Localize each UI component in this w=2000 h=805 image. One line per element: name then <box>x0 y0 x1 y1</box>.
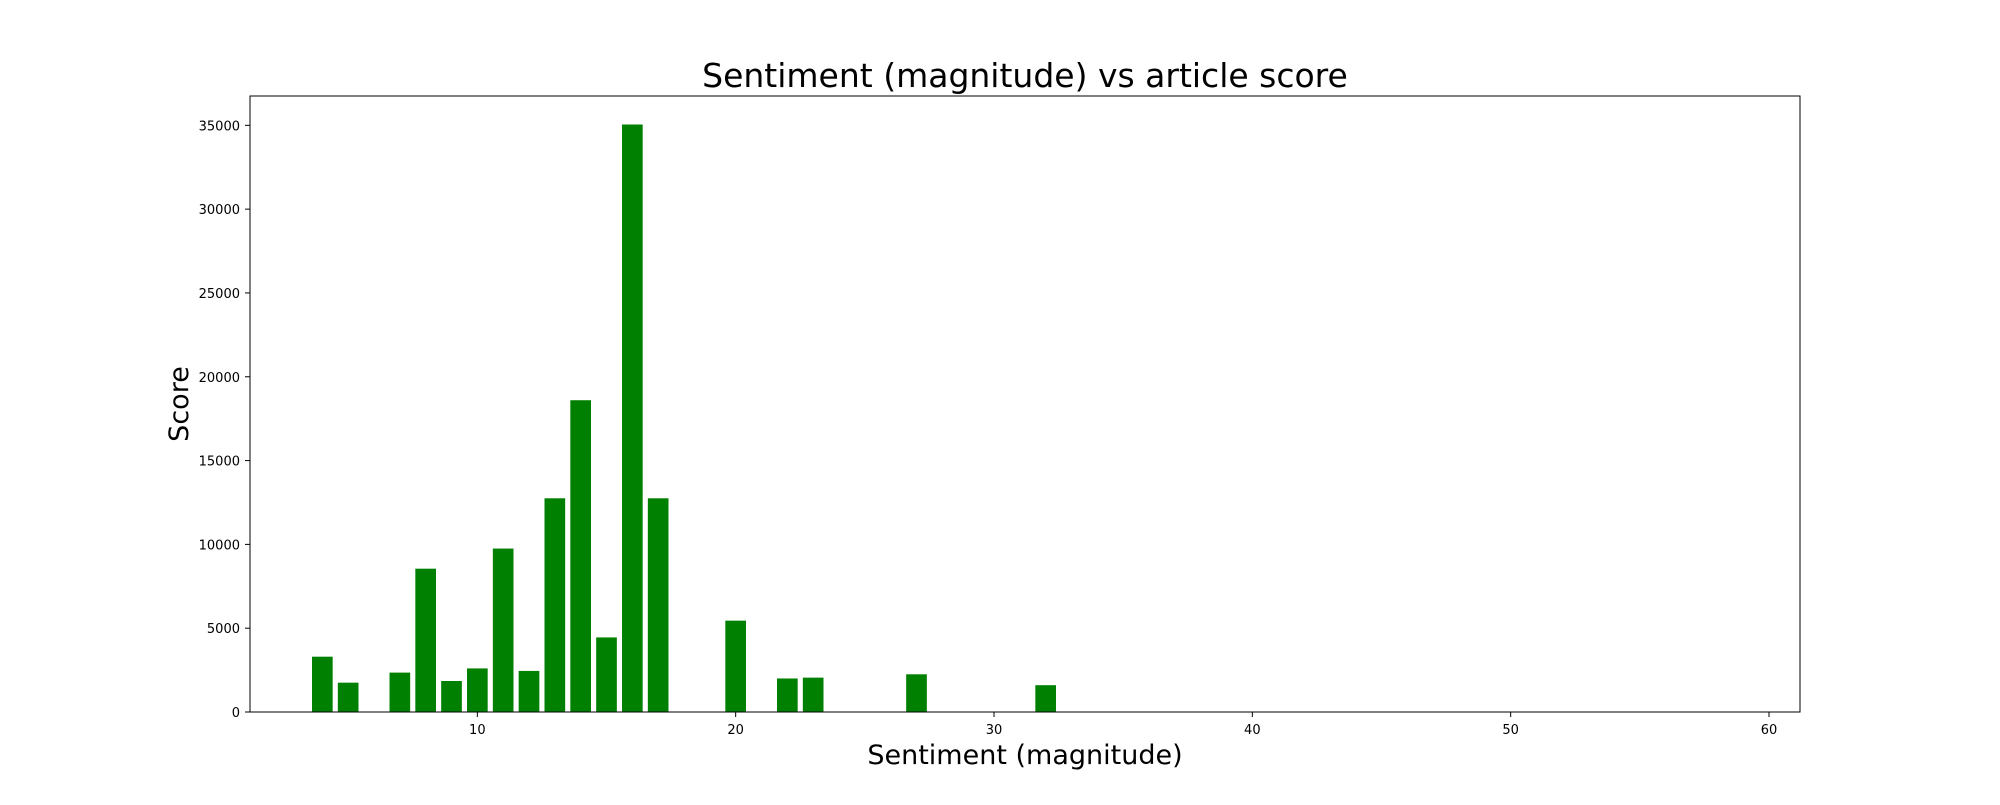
x-axis-ticks: 10 20 30 40 50 60 <box>469 712 1777 738</box>
bar <box>596 637 617 712</box>
y-axis-ticks: 0 5000 10000 15000 20000 25000 30000 35000 <box>199 119 250 721</box>
bar <box>492 548 514 712</box>
y-tick-label: 25000 <box>199 287 240 302</box>
bar <box>544 498 566 712</box>
y-tick-label: 30000 <box>199 203 240 218</box>
x-tick-label: 40 <box>1244 723 1261 738</box>
y-axis-label: Score <box>164 366 195 442</box>
bar <box>518 670 540 712</box>
x-tick-label: 20 <box>727 723 744 738</box>
y-tick-label: 35000 <box>199 119 240 134</box>
bar <box>802 677 824 712</box>
y-tick-label: 5000 <box>207 622 240 637</box>
x-tick-label: 30 <box>986 723 1003 738</box>
bar <box>467 668 488 712</box>
x-tick-label: 10 <box>469 723 486 738</box>
x-tick-label: 60 <box>1761 723 1778 738</box>
y-tick-label: 20000 <box>199 371 240 386</box>
bar <box>415 568 436 712</box>
bar <box>337 682 359 712</box>
bar <box>389 672 411 712</box>
bars-group <box>312 124 1056 712</box>
y-tick-label: 0 <box>232 706 240 721</box>
y-tick-label: 10000 <box>199 538 240 553</box>
bar <box>441 680 462 712</box>
bar <box>1035 685 1056 712</box>
bar <box>725 620 746 712</box>
x-tick-label: 50 <box>1502 723 1519 738</box>
chart-title: Sentiment (magnitude) vs article score <box>702 56 1348 95</box>
y-tick-label: 15000 <box>199 455 240 470</box>
bar <box>647 498 669 712</box>
x-axis-label: Sentiment (magnitude) <box>867 740 1182 771</box>
plot-frame <box>249 95 1801 713</box>
bar <box>570 400 591 712</box>
bar <box>906 674 927 712</box>
bar <box>312 656 333 712</box>
bar <box>777 678 798 712</box>
bar <box>622 124 643 712</box>
